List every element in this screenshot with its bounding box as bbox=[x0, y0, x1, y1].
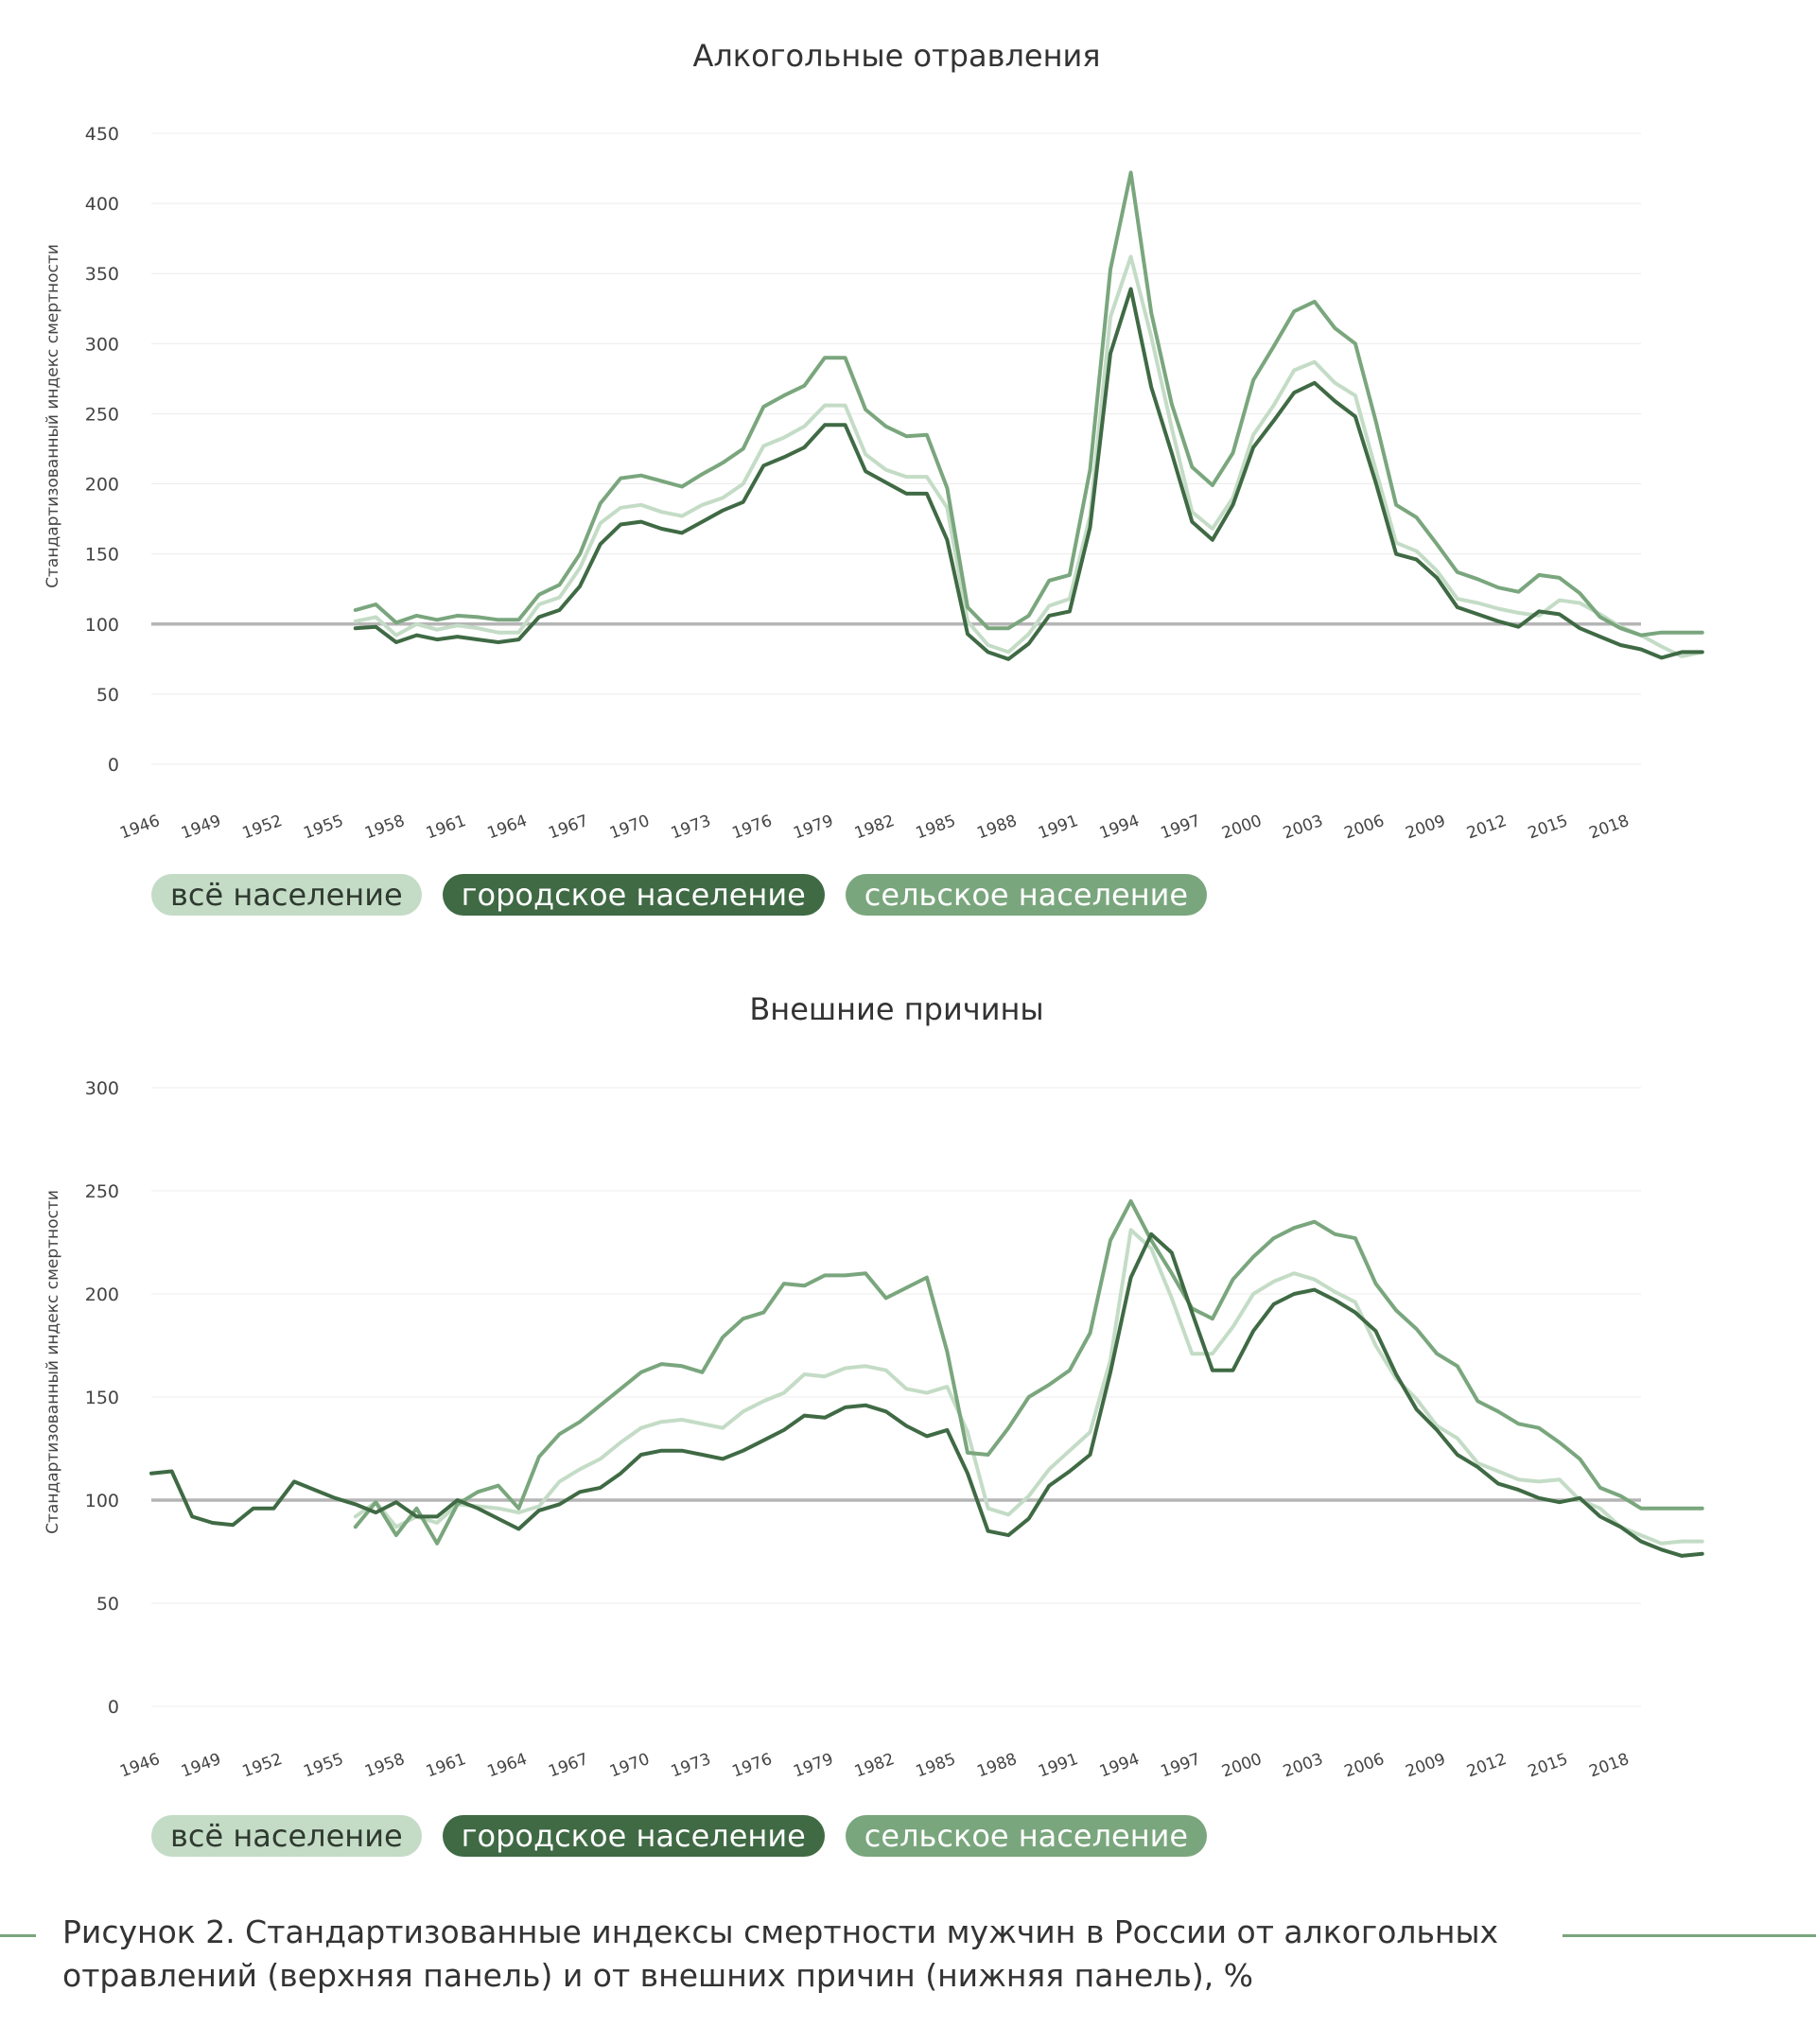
x-tick-label: 1976 bbox=[729, 1750, 774, 1782]
x-tick-label: 2012 bbox=[1464, 812, 1509, 844]
x-tick-label: 1970 bbox=[607, 1750, 652, 1782]
x-tick-label: 2000 bbox=[1219, 812, 1264, 844]
y-tick-label: 0 bbox=[108, 1697, 119, 1718]
chart-alcohol: 0 50 100 150 200 250 300 350 400 450 1946 1949 1952 1… bbox=[85, 124, 1704, 844]
y-tick-label: 200 bbox=[85, 475, 119, 496]
x-tick-label: 1997 bbox=[1159, 812, 1203, 844]
x-tick-label: 1979 bbox=[791, 1750, 835, 1782]
x-tick-label: 1949 bbox=[179, 812, 223, 844]
legend: всё население городское население сельск… bbox=[151, 1815, 1208, 1857]
x-tick-label: 1994 bbox=[1097, 812, 1142, 844]
y-tick-label: 300 bbox=[85, 1078, 119, 1099]
x-tick-label: 2015 bbox=[1526, 1750, 1570, 1782]
chart-title: Алкогольные отравления bbox=[692, 38, 1101, 74]
legend: всё население городское население сельск… bbox=[151, 874, 1208, 916]
x-tick-label: 1946 bbox=[117, 812, 162, 844]
x-tick-label: 1988 bbox=[974, 1750, 1019, 1782]
x-tick-label: 2015 bbox=[1526, 812, 1570, 844]
x-tick-label: 2003 bbox=[1281, 812, 1325, 844]
caption-rule-left bbox=[0, 1934, 36, 1937]
legend-urban: городское население bbox=[442, 1815, 825, 1857]
y-tick-label: 150 bbox=[85, 545, 119, 566]
x-tick-label: 1949 bbox=[179, 1750, 223, 1782]
chart-external: 0 50 100 150 200 250 300 1946 1949 1952 1955 1958 19… bbox=[85, 1078, 1704, 1782]
y-tick-label: 50 bbox=[96, 685, 119, 706]
x-tick-label: 1952 bbox=[240, 1750, 285, 1782]
x-tick-label: 1946 bbox=[117, 1750, 162, 1782]
x-tick-label: 1985 bbox=[914, 812, 958, 844]
x-tick-label: 1991 bbox=[1036, 812, 1080, 844]
x-tick-label: 2006 bbox=[1342, 812, 1387, 844]
x-tick-label: 2003 bbox=[1281, 1750, 1325, 1782]
x-tick-label: 1979 bbox=[791, 812, 835, 844]
y-tick-label: 200 bbox=[85, 1284, 119, 1305]
x-tick-label: 1967 bbox=[546, 812, 590, 844]
y-tick-label: 250 bbox=[85, 1181, 119, 1202]
y-tick-label: 50 bbox=[96, 1594, 119, 1615]
x-tick-label: 1985 bbox=[914, 1750, 958, 1782]
legend-all: всё население bbox=[151, 874, 422, 916]
x-tick-label: 2018 bbox=[1587, 812, 1632, 844]
x-tick-label: 1991 bbox=[1036, 1750, 1080, 1782]
x-tick-label: 2018 bbox=[1587, 1750, 1632, 1782]
y-tick-label: 350 bbox=[85, 264, 119, 285]
x-tick-label: 1955 bbox=[301, 1750, 345, 1782]
x-tick-label: 1976 bbox=[729, 812, 774, 844]
x-tick-label: 1958 bbox=[362, 812, 407, 844]
x-tick-label: 1982 bbox=[852, 812, 897, 844]
x-tick-label: 2012 bbox=[1464, 1750, 1509, 1782]
x-tick-label: 1964 bbox=[485, 812, 530, 844]
x-tick-label: 1997 bbox=[1159, 1750, 1203, 1782]
caption-rule-right bbox=[1563, 1934, 1816, 1937]
y-tick-label: 100 bbox=[85, 615, 119, 636]
series-line-all bbox=[353, 1228, 1704, 1546]
y-tick-label: 150 bbox=[85, 1388, 119, 1408]
x-tick-label: 1970 bbox=[607, 812, 652, 844]
legend-rural: сельское население bbox=[845, 874, 1208, 916]
y-tick-label: 100 bbox=[85, 1491, 119, 1511]
figure-caption: Рисунок 2. Стандартизованные индексы сме… bbox=[62, 1913, 1499, 1994]
x-tick-label: 2000 bbox=[1219, 1750, 1264, 1782]
series-line-all bbox=[353, 254, 1704, 658]
y-tick-label: 0 bbox=[108, 755, 119, 776]
legend-rural: сельское население bbox=[845, 1815, 1208, 1857]
series-line-rural bbox=[353, 1198, 1704, 1546]
chart-title: Внешние причины bbox=[749, 991, 1044, 1027]
y-tick-label: 250 bbox=[85, 404, 119, 425]
x-tick-label: 1994 bbox=[1097, 1750, 1142, 1782]
legend-all: всё население bbox=[151, 1815, 422, 1857]
x-tick-label: 2009 bbox=[1403, 812, 1447, 844]
x-tick-label: 1988 bbox=[974, 812, 1019, 844]
y-tick-label: 450 bbox=[85, 124, 119, 145]
x-tick-label: 1964 bbox=[485, 1750, 530, 1782]
series-line-urban bbox=[149, 1232, 1704, 1558]
series-line-rural bbox=[353, 170, 1704, 638]
x-tick-label: 1958 bbox=[362, 1750, 407, 1782]
x-tick-label: 1973 bbox=[669, 812, 713, 844]
x-tick-label: 1952 bbox=[240, 812, 285, 844]
x-tick-label: 2006 bbox=[1342, 1750, 1387, 1782]
x-tick-label: 1973 bbox=[669, 1750, 713, 1782]
y-tick-label: 300 bbox=[85, 334, 119, 355]
y-tick-label: 400 bbox=[85, 194, 119, 215]
x-tick-label: 1982 bbox=[852, 1750, 897, 1782]
legend-urban: городское население bbox=[442, 874, 825, 916]
x-tick-label: 2009 bbox=[1403, 1750, 1447, 1782]
series-line-urban bbox=[353, 287, 1704, 661]
x-tick-label: 1967 bbox=[546, 1750, 590, 1782]
x-tick-label: 1961 bbox=[424, 1750, 468, 1782]
x-tick-label: 1955 bbox=[301, 812, 345, 844]
x-tick-label: 1961 bbox=[424, 812, 468, 844]
